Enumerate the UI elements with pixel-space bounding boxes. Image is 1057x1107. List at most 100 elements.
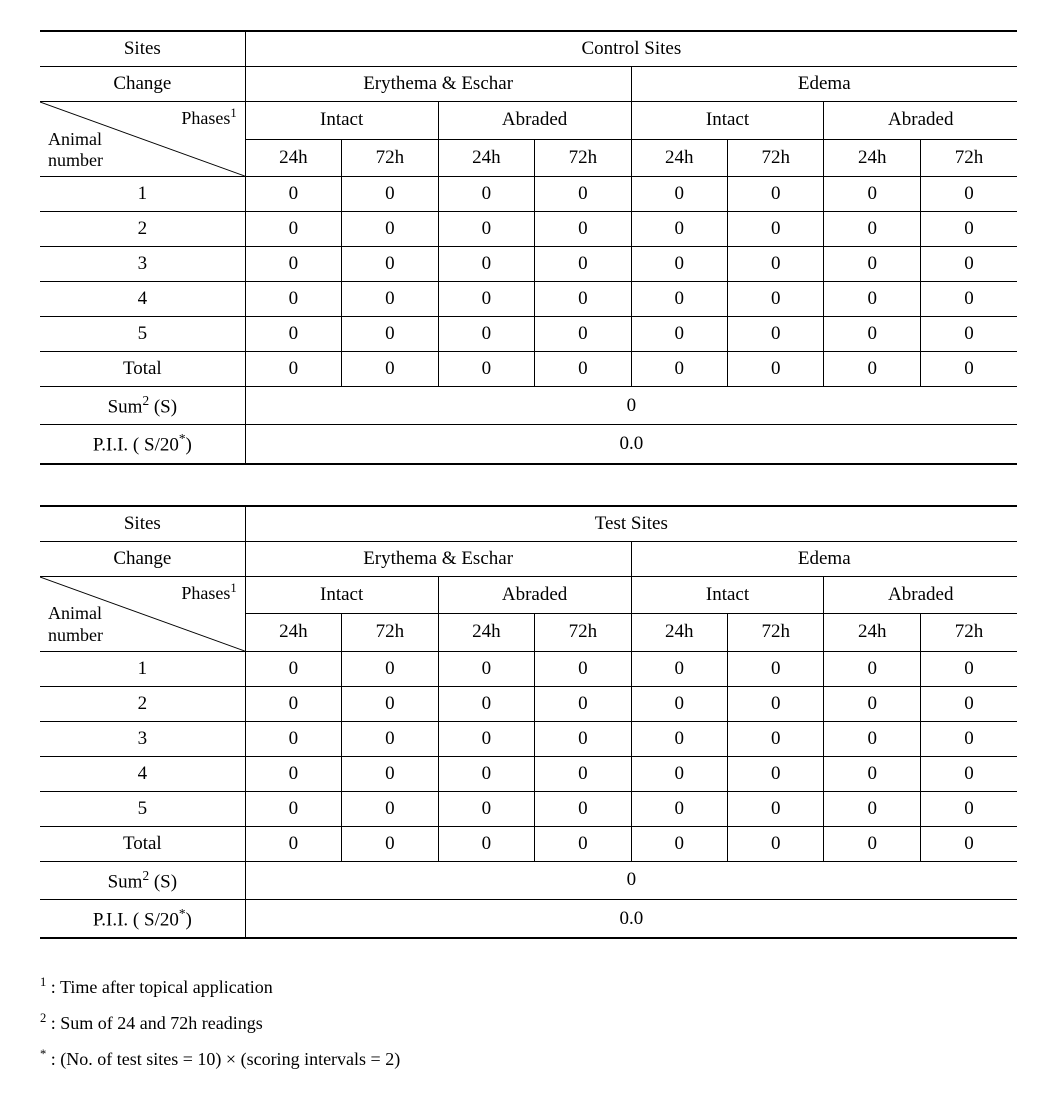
score-cell: 0 xyxy=(342,721,438,756)
score-cell: 0 xyxy=(245,826,341,861)
score-cell: 0 xyxy=(728,826,824,861)
time-72h: 72h xyxy=(535,139,631,177)
score-cell: 0 xyxy=(920,791,1017,826)
score-cell: 0 xyxy=(245,352,341,387)
abraded-header: Abraded xyxy=(438,102,631,140)
footnote: 2 : Sum of 24 and 72h readings xyxy=(40,1005,1017,1041)
score-cell: 0 xyxy=(438,247,534,282)
edema-header: Edema xyxy=(631,541,1017,576)
score-cell: 0 xyxy=(824,721,920,756)
score-cell: 0 xyxy=(920,651,1017,686)
sites-label: Sites xyxy=(40,506,245,542)
score-cell: 0 xyxy=(245,756,341,791)
erythema-header: Erythema & Eschar xyxy=(245,541,631,576)
row-label: 4 xyxy=(40,756,245,791)
score-cell: 0 xyxy=(342,177,438,212)
row-label: 5 xyxy=(40,791,245,826)
row-label: 2 xyxy=(40,212,245,247)
table-row: 200000000 xyxy=(40,212,1017,247)
time-24h: 24h xyxy=(824,139,920,177)
score-cell: 0 xyxy=(728,177,824,212)
score-cell: 0 xyxy=(245,791,341,826)
score-cell: 0 xyxy=(438,791,534,826)
score-cell: 0 xyxy=(342,212,438,247)
score-cell: 0 xyxy=(245,651,341,686)
sum-label: Sum2 (S) xyxy=(40,861,245,899)
row-label: 5 xyxy=(40,317,245,352)
score-cell: 0 xyxy=(535,177,631,212)
time-24h: 24h xyxy=(438,139,534,177)
score-cell: 0 xyxy=(245,721,341,756)
pii-label: P.I.I. ( S/20*) xyxy=(40,425,245,464)
score-cell: 0 xyxy=(920,352,1017,387)
score-cell: 0 xyxy=(535,791,631,826)
score-cell: 0 xyxy=(245,282,341,317)
row-label: 1 xyxy=(40,177,245,212)
time-72h: 72h xyxy=(728,614,824,652)
time-72h: 72h xyxy=(920,139,1017,177)
score-cell: 0 xyxy=(342,756,438,791)
score-cell: 0 xyxy=(245,686,341,721)
footnotes: 1 : Time after topical application2 : Su… xyxy=(40,969,1017,1077)
score-cell: 0 xyxy=(245,212,341,247)
time-24h: 24h xyxy=(245,139,341,177)
row-label: 4 xyxy=(40,282,245,317)
intact-header: Intact xyxy=(631,102,824,140)
intact-header: Intact xyxy=(245,576,438,614)
table-row: 300000000 xyxy=(40,247,1017,282)
score-cell: 0 xyxy=(535,212,631,247)
score-cell: 0 xyxy=(824,212,920,247)
intact-header: Intact xyxy=(631,576,824,614)
time-72h: 72h xyxy=(342,139,438,177)
table-row: 100000000 xyxy=(40,651,1017,686)
time-24h: 24h xyxy=(245,614,341,652)
score-cell: 0 xyxy=(728,317,824,352)
score-cell: 0 xyxy=(342,791,438,826)
score-cell: 0 xyxy=(631,282,727,317)
score-cell: 0 xyxy=(728,247,824,282)
score-cell: 0 xyxy=(438,826,534,861)
edema-header: Edema xyxy=(631,67,1017,102)
score-cell: 0 xyxy=(920,177,1017,212)
time-72h: 72h xyxy=(920,614,1017,652)
row-label: 2 xyxy=(40,686,245,721)
footnote: * : (No. of test sites = 10) × (scoring … xyxy=(40,1041,1017,1077)
score-cell: 0 xyxy=(535,282,631,317)
score-cell: 0 xyxy=(631,317,727,352)
score-cell: 0 xyxy=(728,282,824,317)
score-cell: 0 xyxy=(824,686,920,721)
score-cell: 0 xyxy=(342,826,438,861)
sites-label: Sites xyxy=(40,31,245,67)
score-cell: 0 xyxy=(631,651,727,686)
row-label: Total xyxy=(40,826,245,861)
score-cell: 0 xyxy=(631,721,727,756)
score-cell: 0 xyxy=(631,352,727,387)
time-72h: 72h xyxy=(728,139,824,177)
sum-label: Sum2 (S) xyxy=(40,387,245,425)
score-cell: 0 xyxy=(824,756,920,791)
score-cell: 0 xyxy=(824,826,920,861)
irritation-table-0: SitesControl SitesChangeErythema & Escha… xyxy=(40,30,1017,465)
table-row: 400000000 xyxy=(40,756,1017,791)
score-cell: 0 xyxy=(438,686,534,721)
score-cell: 0 xyxy=(920,756,1017,791)
score-cell: 0 xyxy=(438,212,534,247)
score-cell: 0 xyxy=(728,721,824,756)
score-cell: 0 xyxy=(438,317,534,352)
score-cell: 0 xyxy=(631,212,727,247)
score-cell: 0 xyxy=(245,177,341,212)
score-cell: 0 xyxy=(535,756,631,791)
erythema-header: Erythema & Eschar xyxy=(245,67,631,102)
phases-animal-diag: Phases1Animalnumber xyxy=(40,576,245,651)
change-label: Change xyxy=(40,541,245,576)
score-cell: 0 xyxy=(631,686,727,721)
row-label: Total xyxy=(40,352,245,387)
site-header: Control Sites xyxy=(245,31,1017,67)
row-label: 3 xyxy=(40,247,245,282)
table-row: 400000000 xyxy=(40,282,1017,317)
table-row: 200000000 xyxy=(40,686,1017,721)
score-cell: 0 xyxy=(535,651,631,686)
score-cell: 0 xyxy=(920,247,1017,282)
score-cell: 0 xyxy=(728,651,824,686)
score-cell: 0 xyxy=(631,791,727,826)
